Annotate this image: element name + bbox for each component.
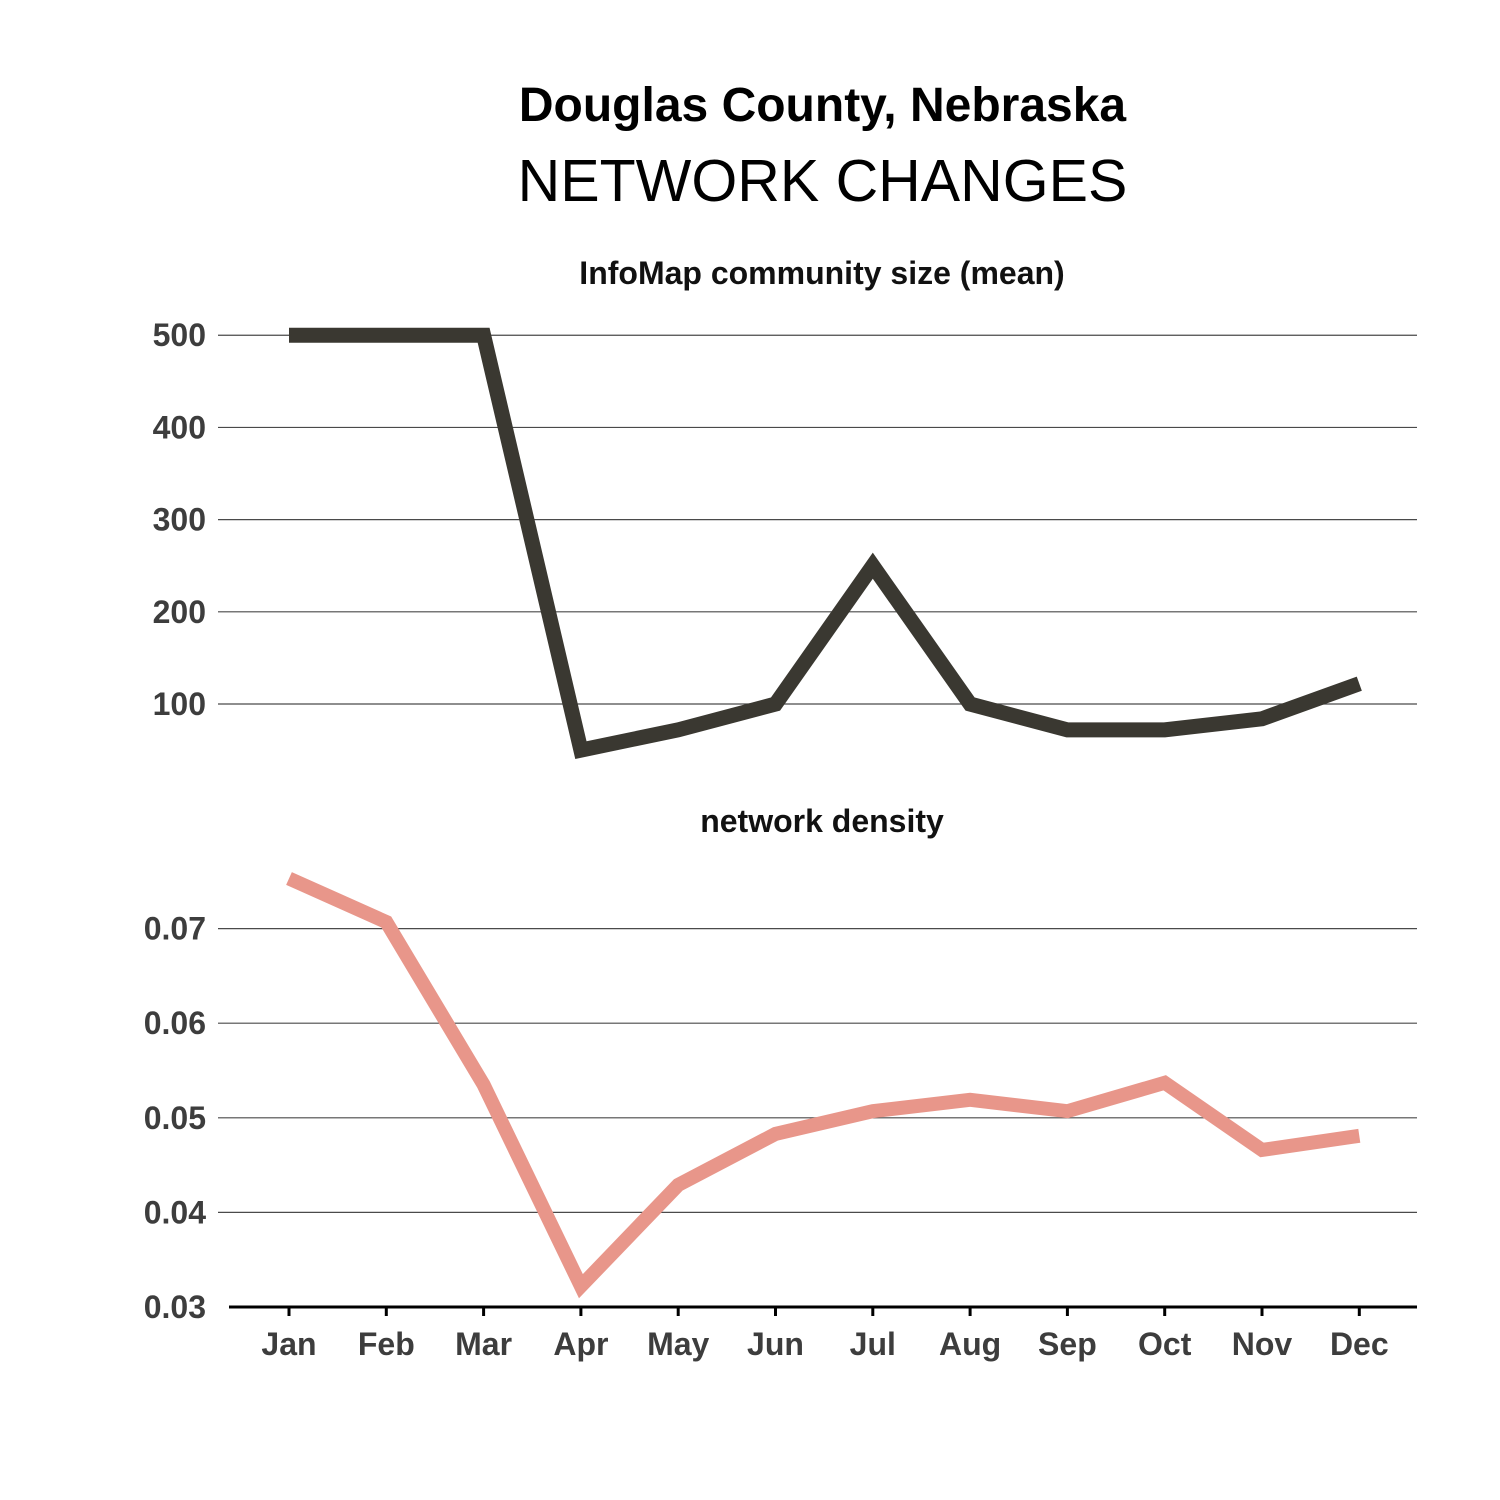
x-tick-label: Feb bbox=[358, 1326, 415, 1362]
x-tick-label: Sep bbox=[1038, 1326, 1097, 1362]
network-density-line bbox=[286, 872, 1361, 1299]
x-tick-label: Aug bbox=[939, 1326, 1001, 1362]
x-tick-label: Jul bbox=[850, 1326, 896, 1362]
panel-title-network-density: network density bbox=[700, 803, 944, 839]
y-tick-label: 200 bbox=[153, 594, 206, 630]
y-tick-label: 300 bbox=[153, 502, 206, 538]
x-tick-label: Apr bbox=[553, 1326, 608, 1362]
y-tick-label: 0.05 bbox=[144, 1100, 206, 1136]
community-size-line bbox=[289, 327, 1362, 759]
y-tick-label: 400 bbox=[153, 409, 206, 445]
x-tick-label: Nov bbox=[1232, 1326, 1293, 1362]
panel-title-community-size: InfoMap community size (mean) bbox=[579, 255, 1064, 291]
x-tick-label: Mar bbox=[455, 1326, 512, 1362]
x-tick-label: Jan bbox=[261, 1326, 316, 1362]
y-tick-label: 0.07 bbox=[144, 911, 206, 947]
x-tick-label: May bbox=[647, 1326, 709, 1362]
x-tick-label: Dec bbox=[1330, 1326, 1389, 1362]
y-tick-label: 0.06 bbox=[144, 1005, 206, 1041]
y-tick-label: 500 bbox=[153, 317, 206, 353]
x-tick-label: Oct bbox=[1138, 1326, 1192, 1362]
y-tick-label: 100 bbox=[153, 686, 206, 722]
chart-subtitle: NETWORK CHANGES bbox=[517, 148, 1128, 214]
y-tick-label: 0.04 bbox=[144, 1194, 206, 1230]
y-tick-label: 0.03 bbox=[144, 1289, 206, 1325]
chart-title: Douglas County, Nebraska bbox=[518, 79, 1127, 132]
x-tick-label: Jun bbox=[747, 1326, 804, 1362]
